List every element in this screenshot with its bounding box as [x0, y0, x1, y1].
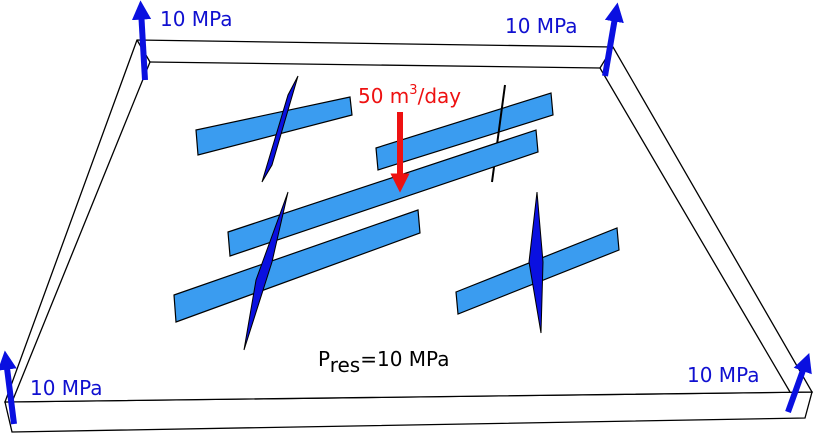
pressure-value: =10 MPa	[360, 347, 449, 371]
load-arrow	[785, 352, 812, 414]
fracture	[227, 129, 539, 257]
fracture	[173, 209, 421, 323]
slab-edge	[11, 61, 151, 403]
fractures	[173, 75, 620, 351]
load-arrow	[0, 350, 17, 425]
fracture	[195, 96, 353, 156]
pressure-label: Pres=10 MPa	[318, 347, 449, 377]
injection-unit: /day	[418, 84, 462, 108]
fracture	[261, 75, 299, 183]
load-label: 10 MPa	[160, 7, 232, 31]
load-label: 10 MPa	[505, 14, 577, 38]
pressure-symbol: P	[318, 347, 330, 371]
load-label: 10 MPa	[30, 376, 102, 400]
load-label: 10 MPa	[687, 363, 759, 387]
load-arrow	[602, 2, 624, 77]
fracture	[528, 191, 544, 334]
injection-value: 50 m	[358, 84, 409, 108]
pressure-subscript: res	[330, 353, 361, 377]
load-arrow	[131, 0, 152, 81]
fracture	[375, 92, 554, 171]
fracture	[243, 191, 289, 351]
injection-superscript: 3	[409, 83, 417, 98]
injection-label: 50 m3/day	[358, 83, 461, 108]
